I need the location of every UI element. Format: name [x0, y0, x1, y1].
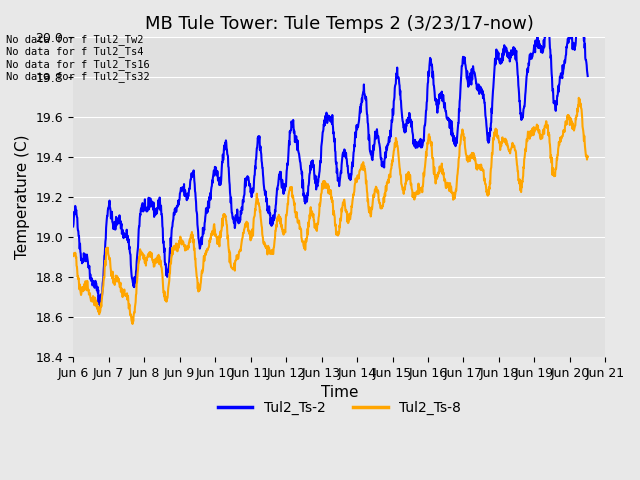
Tul2_Ts-8: [584, 154, 591, 159]
Tul2_Ts-8: [575, 95, 582, 101]
Tul2_Ts-2: [97, 304, 104, 310]
Legend: Tul2_Ts-2, Tul2_Ts-8: Tul2_Ts-2, Tul2_Ts-8: [212, 395, 467, 420]
Tul2_Ts-8: [131, 310, 138, 315]
Tul2_Ts-8: [129, 321, 136, 327]
Title: MB Tule Tower: Tule Temps 2 (3/23/17-now): MB Tule Tower: Tule Temps 2 (3/23/17-now…: [145, 15, 534, 33]
Tul2_Ts-8: [109, 277, 117, 283]
Tul2_Ts-8: [288, 184, 296, 190]
Tul2_Ts-2: [131, 284, 138, 290]
Tul2_Ts-2: [109, 226, 117, 232]
Tul2_Ts-2: [288, 120, 296, 126]
Tul2_Ts-2: [308, 161, 316, 167]
Tul2_Ts-2: [584, 73, 591, 79]
Text: No data for f Tul2_Tw2
No data for f Tul2_Ts4
No data for f Tul2_Ts16
No data fo: No data for f Tul2_Tw2 No data for f Tul…: [6, 34, 150, 82]
Line: Tul2_Ts-2: Tul2_Ts-2: [73, 4, 588, 307]
Tul2_Ts-2: [299, 185, 307, 191]
Tul2_Ts-2: [576, 1, 584, 7]
Tul2_Ts-8: [299, 238, 307, 244]
Y-axis label: Temperature (C): Temperature (C): [15, 135, 30, 259]
X-axis label: Time: Time: [321, 385, 358, 400]
Tul2_Ts-2: [69, 224, 77, 229]
Tul2_Ts-2: [362, 96, 370, 102]
Line: Tul2_Ts-8: Tul2_Ts-8: [73, 98, 588, 324]
Tul2_Ts-8: [308, 211, 316, 216]
Tul2_Ts-8: [362, 178, 370, 183]
Tul2_Ts-8: [69, 252, 77, 258]
